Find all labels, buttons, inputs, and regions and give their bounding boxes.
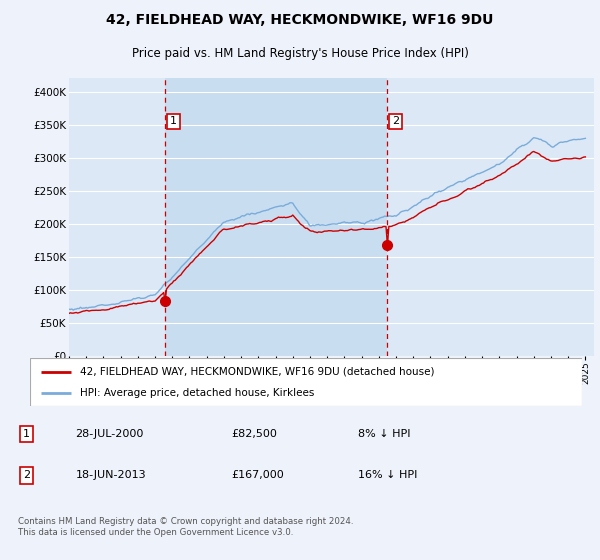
Text: £82,500: £82,500 [231,429,277,439]
Text: Price paid vs. HM Land Registry's House Price Index (HPI): Price paid vs. HM Land Registry's House … [131,47,469,60]
Text: 2: 2 [392,116,399,127]
Text: 42, FIELDHEAD WAY, HECKMONDWIKE, WF16 9DU (detached house): 42, FIELDHEAD WAY, HECKMONDWIKE, WF16 9D… [80,367,434,377]
Text: £167,000: £167,000 [231,470,284,480]
Text: 1: 1 [170,116,177,127]
Text: Contains HM Land Registry data © Crown copyright and database right 2024.
This d: Contains HM Land Registry data © Crown c… [18,517,353,536]
Text: 28-JUL-2000: 28-JUL-2000 [76,429,144,439]
FancyBboxPatch shape [30,358,582,406]
Text: 8% ↓ HPI: 8% ↓ HPI [358,429,410,439]
Text: HPI: Average price, detached house, Kirklees: HPI: Average price, detached house, Kirk… [80,388,314,398]
Text: 16% ↓ HPI: 16% ↓ HPI [358,470,417,480]
Text: 42, FIELDHEAD WAY, HECKMONDWIKE, WF16 9DU: 42, FIELDHEAD WAY, HECKMONDWIKE, WF16 9D… [106,13,494,27]
Bar [165,78,387,356]
Text: 18-JUN-2013: 18-JUN-2013 [76,470,146,480]
Text: 1: 1 [23,429,30,439]
Text: 2: 2 [23,470,30,480]
